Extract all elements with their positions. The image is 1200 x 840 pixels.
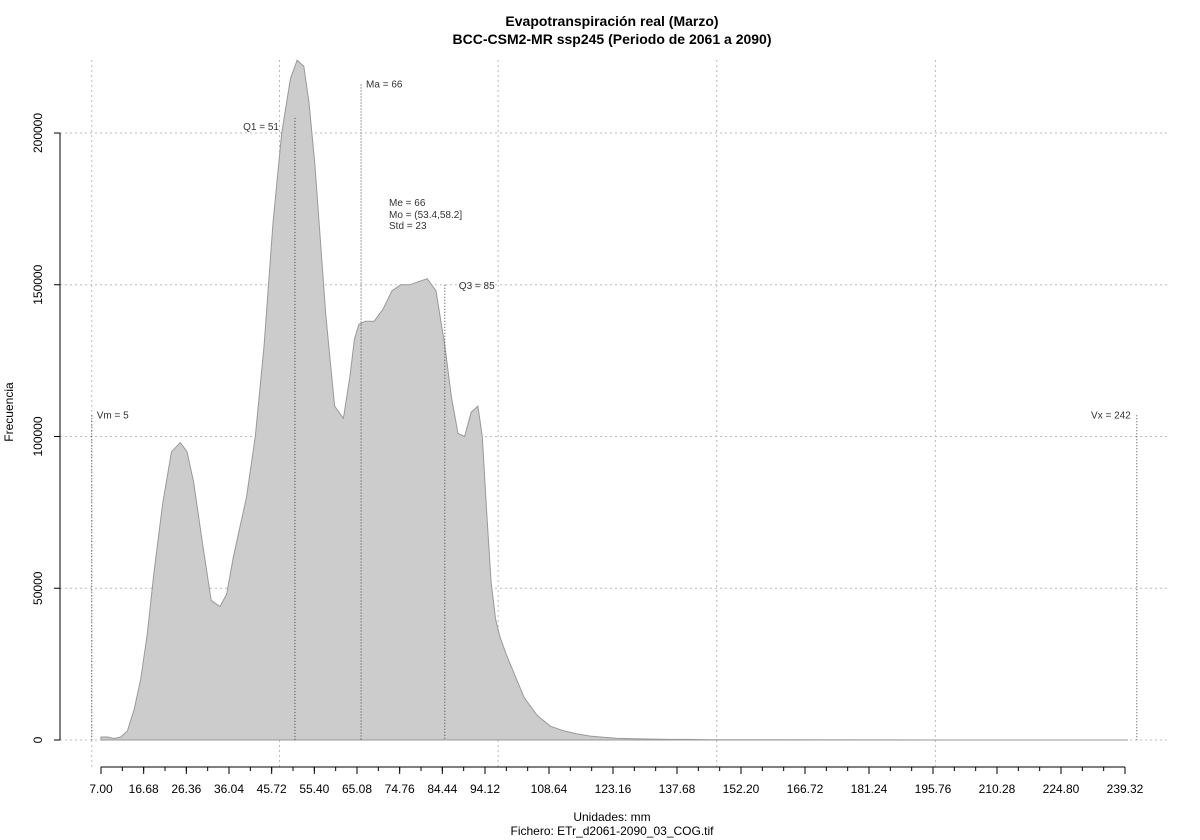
marker-label: Q3 = 85: [459, 281, 495, 292]
marker-label: Ma = 66: [366, 79, 403, 90]
chart-title: Evapotranspiración real (Marzo): [505, 13, 718, 29]
x-tick-label: 123.16: [595, 782, 632, 796]
x-tick-label: 181.24: [851, 782, 888, 796]
axes: 0 50000 100000 150000 200000 7.00 16.68 26.36 36…: [31, 113, 1144, 796]
y-tick-label: 50000: [31, 571, 45, 605]
marker-label: Q1 = 51: [243, 122, 279, 133]
y-tick-label: 0: [31, 736, 45, 743]
x-tick-label: 74.76: [385, 782, 415, 796]
x-tick-label: 108.64: [531, 782, 568, 796]
x-tick-label: 55.40: [299, 782, 329, 796]
x-tick-label: 152.20: [723, 782, 760, 796]
x-tick-label: 7.00: [89, 782, 113, 796]
y-axis-label: Frecuencia: [2, 382, 16, 442]
y-tick-label: 100000: [31, 416, 45, 456]
y-tick-label: 200000: [31, 113, 45, 153]
x-tick-label: 26.36: [171, 782, 201, 796]
x-tick-label: 224.80: [1043, 782, 1080, 796]
x-tick-label: 166.72: [787, 782, 824, 796]
density-area: [100, 59, 1128, 741]
marker-label: Vm = 5: [97, 410, 129, 421]
x-tick-label: 195.76: [915, 782, 952, 796]
x-tick-label: 94.12: [470, 782, 500, 796]
x-tick-label: 45.72: [257, 782, 287, 796]
x-tick-label: 137.68: [659, 782, 696, 796]
x-tick-label: 36.04: [214, 782, 244, 796]
median-annotation: Me = 66: [389, 198, 426, 209]
std-annotation: Std = 23: [389, 221, 427, 232]
y-tick-label: 150000: [31, 264, 45, 304]
mode-annotation: Mo = (53.4,58.2]: [389, 210, 462, 221]
x-tick-label: 65.08: [342, 782, 372, 796]
x-tick-label: 16.68: [129, 782, 159, 796]
x-tick-label: 210.28: [979, 782, 1016, 796]
stat-markers: Vm = 5 Q1 = 51 Ma = 66 Q3 = 85 Vx = 242: [91, 79, 1138, 740]
x-tick-label: 239.32: [1107, 782, 1144, 796]
file-caption: Fichero: ETr_d2061-2090_03_COG.tif: [511, 824, 715, 838]
x-axis-label: Unidades: mm: [573, 810, 650, 824]
chart-subtitle: BCC-CSM2-MR ssp245 (Periodo de 2061 a 20…: [453, 31, 772, 47]
marker-label: Vx = 242: [1091, 410, 1131, 421]
x-tick-label: 84.44: [427, 782, 457, 796]
